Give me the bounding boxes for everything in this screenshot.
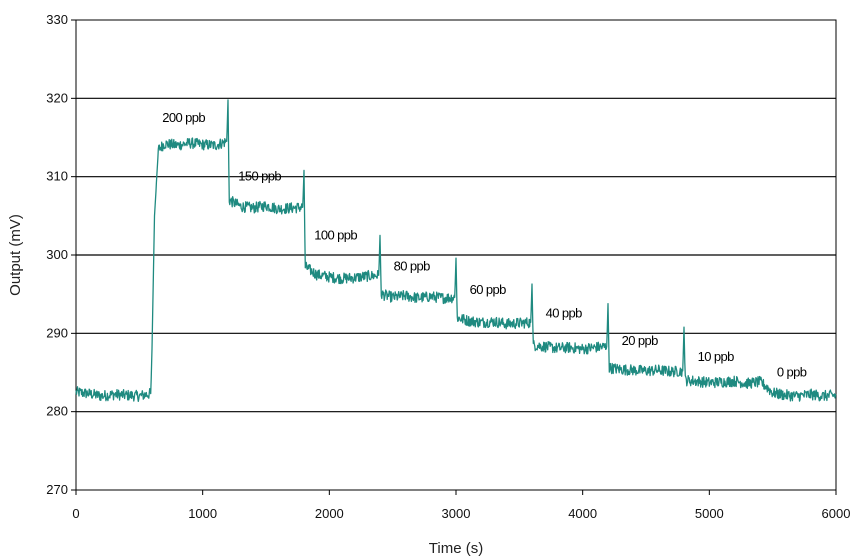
y-tick-label: 290 <box>46 325 68 340</box>
x-tick-label: 2000 <box>315 506 344 521</box>
x-axis-label: Time (s) <box>429 540 483 556</box>
y-tick-label: 300 <box>46 247 68 262</box>
annotation-label: 0 ppb <box>777 364 807 379</box>
x-tick-label: 1000 <box>188 506 217 521</box>
series-group <box>75 99 837 403</box>
y-tick-label: 330 <box>46 12 68 27</box>
annotation-label: 40 ppb <box>546 306 583 321</box>
annotation-label: 100 ppb <box>314 227 357 242</box>
y-tick-label: 310 <box>46 169 68 184</box>
annotation-label: 60 ppb <box>470 282 507 297</box>
y-axis-label: Output (mV) <box>7 214 24 296</box>
x-tick-label: 0 <box>72 506 79 521</box>
y-axis-ticks: 270 280 290 300 310 320 330 <box>46 12 76 497</box>
annotation-label: 80 ppb <box>394 259 431 274</box>
x-tick-label: 5000 <box>695 506 724 521</box>
x-tick-label: 3000 <box>442 506 471 521</box>
annotation-label: 20 ppb <box>622 333 659 348</box>
annotations: 200 ppb 150 ppb 100 ppb 80 ppb 60 ppb 40 ppb 2… <box>162 110 807 380</box>
annotation-label: 150 ppb <box>238 169 281 184</box>
annotation-label: 200 ppb <box>162 110 205 125</box>
gridlines <box>76 97 836 413</box>
y-tick-label: 320 <box>46 90 68 105</box>
x-axis-ticks: 0 1000 2000 3000 4000 5000 6000 <box>72 490 850 521</box>
x-tick-label: 6000 <box>822 506 851 521</box>
annotation-label: 10 ppb <box>698 349 735 364</box>
y-tick-label: 270 <box>46 482 68 497</box>
y-tick-label: 280 <box>46 404 68 419</box>
series-line <box>75 99 837 403</box>
x-tick-label: 4000 <box>568 506 597 521</box>
